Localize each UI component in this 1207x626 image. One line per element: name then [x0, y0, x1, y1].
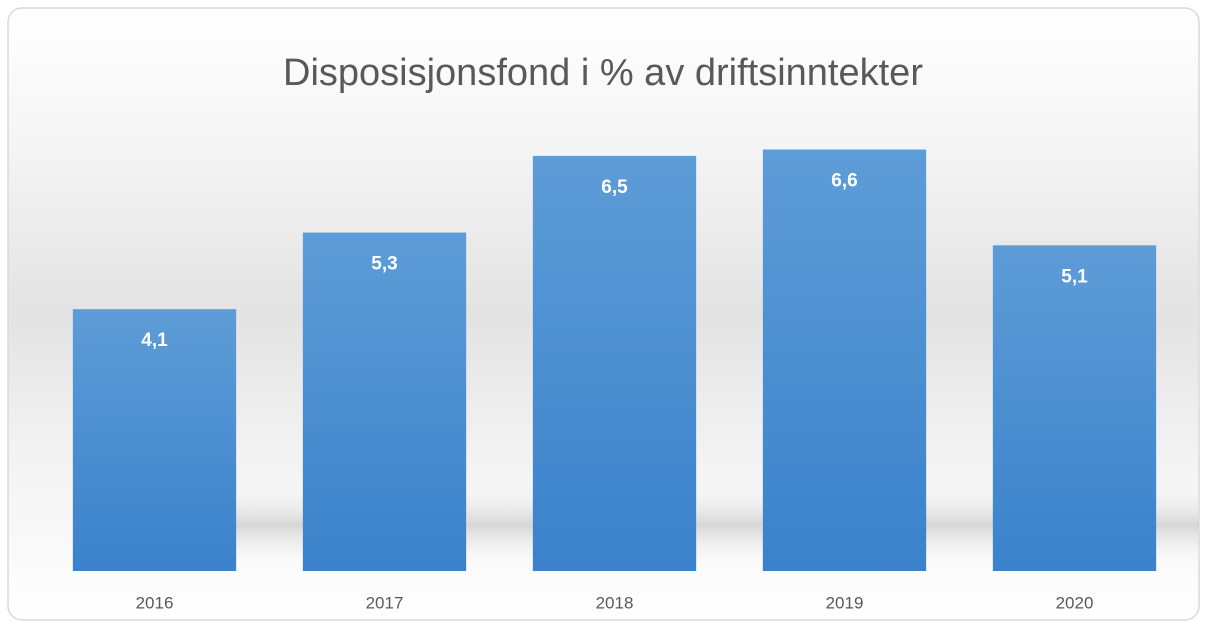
x-tick-label: 2018	[596, 593, 634, 612]
bar	[302, 232, 467, 572]
value-label: 5,3	[371, 254, 397, 275]
bar	[532, 155, 697, 571]
x-tick-label: 2017	[366, 593, 404, 612]
x-tick-label: 2016	[136, 593, 174, 612]
x-tick-label: 2019	[826, 593, 864, 612]
value-label: 5,1	[1061, 266, 1088, 287]
x-tick-label: 2020	[1056, 593, 1094, 612]
bar	[762, 149, 927, 572]
bar	[72, 309, 237, 571]
value-label: 6,6	[831, 171, 857, 192]
chart-title: Disposisjonsfond i % av driftsinntekter	[283, 52, 923, 94]
bar	[992, 245, 1157, 572]
value-label: 4,1	[141, 330, 168, 351]
value-label: 6,5	[601, 177, 628, 198]
